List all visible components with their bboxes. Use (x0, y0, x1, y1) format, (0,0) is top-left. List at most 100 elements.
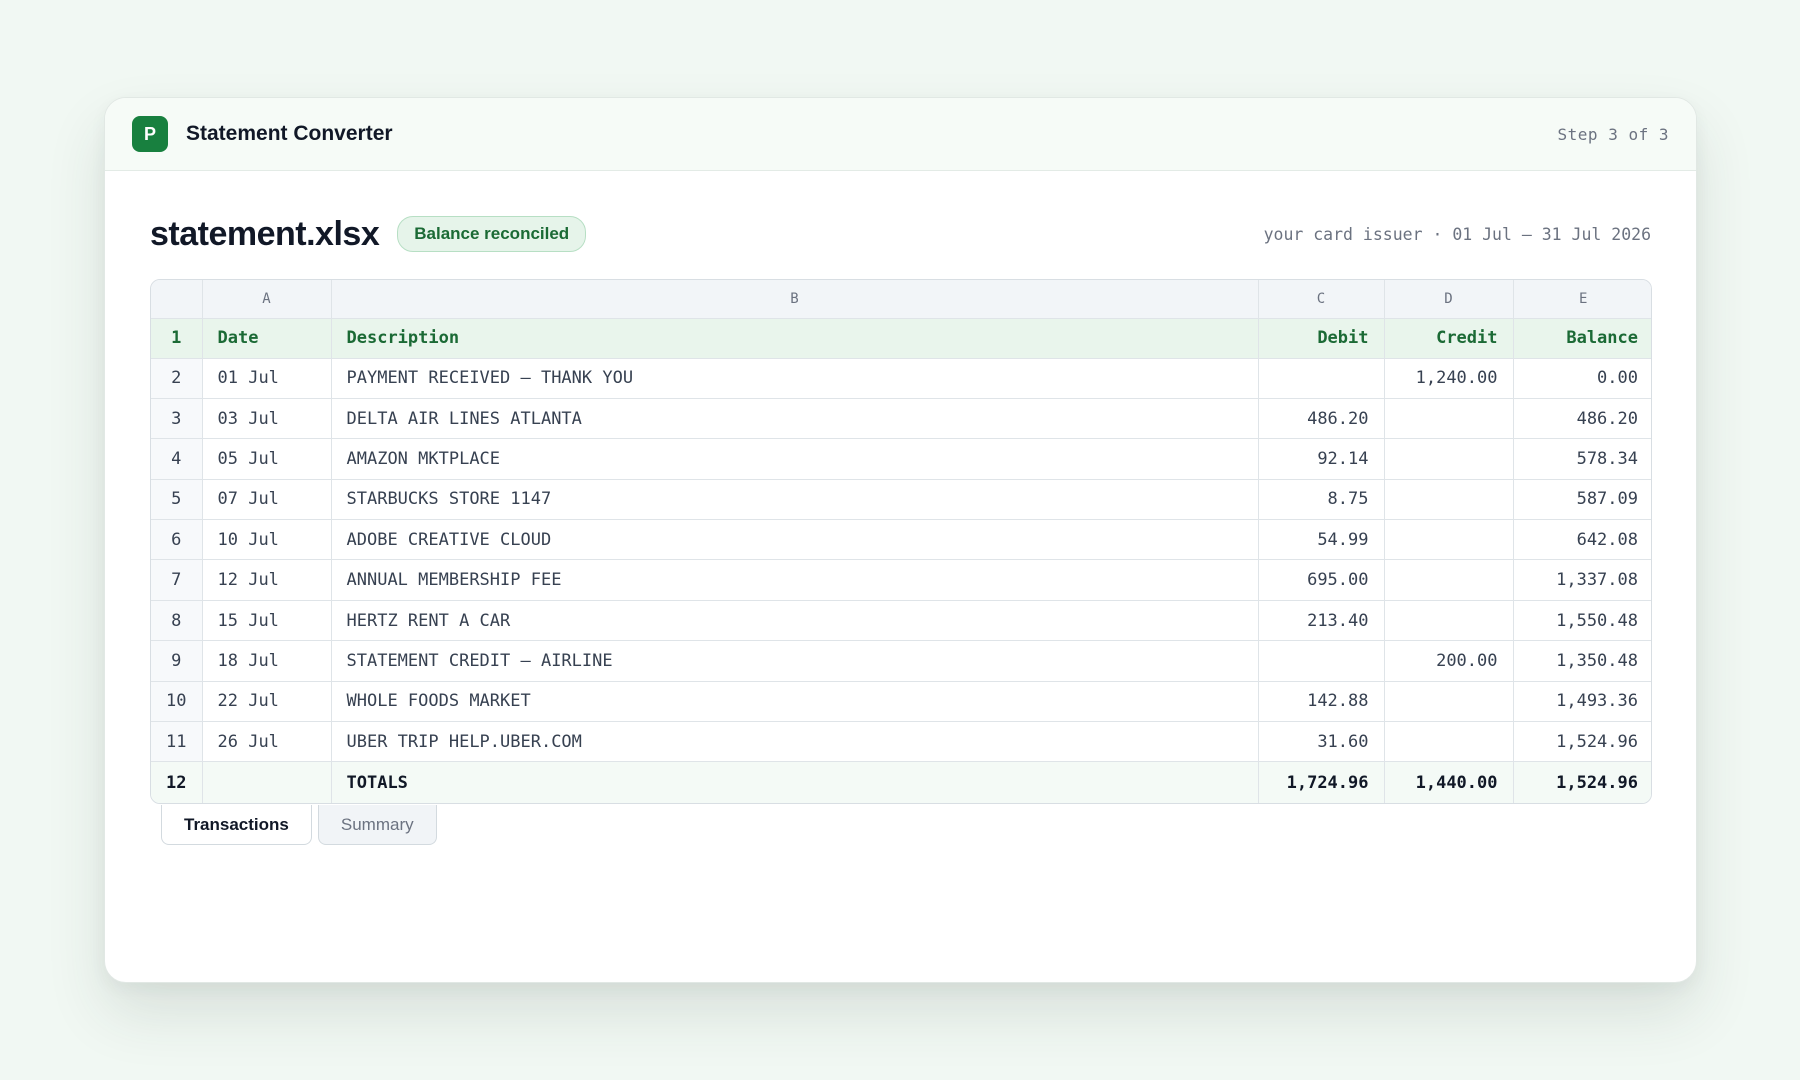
cell-debit[interactable]: 213.40 (1258, 600, 1385, 642)
cell-debit[interactable]: 8.75 (1258, 479, 1385, 521)
cell-credit[interactable] (1384, 681, 1514, 723)
cell-credit[interactable] (1384, 398, 1514, 440)
totals-cell-label[interactable]: TOTALS (331, 761, 1259, 803)
spreadsheet: A B C D E 1 Date Description Debit Credi… (150, 279, 1652, 804)
row-number[interactable]: 7 (151, 559, 203, 601)
status-badge: Balance reconciled (397, 216, 587, 252)
table-row: 10 22 Jul WHOLE FOODS MARKET 142.88 1,493.36 (151, 681, 1651, 723)
cell-balance[interactable]: 1,550.48 (1513, 600, 1651, 642)
cell-debit[interactable]: 92.14 (1258, 438, 1385, 480)
cell-balance[interactable]: 642.08 (1513, 519, 1651, 561)
cell-debit[interactable]: 142.88 (1258, 681, 1385, 723)
table-row: 3 03 Jul DELTA AIR LINES ATLANTA 486.20 486.… (151, 398, 1651, 440)
table-row: 8 15 Jul HERTZ RENT A CAR 213.40 1,550.48 (151, 600, 1651, 642)
cell-balance[interactable]: 486.20 (1513, 398, 1651, 440)
cell-description[interactable]: UBER TRIP HELP.UBER.COM (331, 721, 1259, 763)
column-letter-d[interactable]: D (1384, 280, 1514, 319)
row-number[interactable]: 9 (151, 640, 203, 682)
cell-credit[interactable] (1384, 479, 1514, 521)
cell-date[interactable]: 05 Jul (202, 438, 332, 480)
cell-credit[interactable]: 200.00 (1384, 640, 1514, 682)
cell-credit[interactable] (1384, 721, 1514, 763)
app-window: P Statement Converter Step 3 of 3 statem… (104, 97, 1697, 983)
cell-balance[interactable]: 578.34 (1513, 438, 1651, 480)
row-number[interactable]: 6 (151, 519, 203, 561)
cell-description[interactable]: STARBUCKS STORE 1147 (331, 479, 1259, 521)
cell-description[interactable]: HERTZ RENT A CAR (331, 600, 1259, 642)
cell-debit[interactable] (1258, 358, 1385, 399)
cell-description[interactable]: ADOBE CREATIVE CLOUD (331, 519, 1259, 561)
row-number[interactable]: 3 (151, 398, 203, 440)
table-row: 11 26 Jul UBER TRIP HELP.UBER.COM 31.60 1,52… (151, 721, 1651, 763)
title-bar: P Statement Converter Step 3 of 3 (105, 98, 1696, 171)
file-title: statement.xlsx (150, 214, 380, 253)
cell-date[interactable]: 22 Jul (202, 681, 332, 723)
cell-description[interactable]: DELTA AIR LINES ATLANTA (331, 398, 1259, 440)
cell-debit[interactable]: 31.60 (1258, 721, 1385, 763)
header-row: 1 Date Description Debit Credit Balance (151, 318, 1651, 359)
cell-credit[interactable] (1384, 519, 1514, 561)
cell-credit[interactable] (1384, 438, 1514, 480)
tab-transactions[interactable]: Transactions (161, 805, 312, 845)
column-letter-c[interactable]: C (1258, 280, 1385, 319)
cell-credit[interactable]: 1,240.00 (1384, 358, 1514, 399)
cell-balance[interactable]: 0.00 (1513, 358, 1651, 399)
table-row: 6 10 Jul ADOBE CREATIVE CLOUD 54.99 642.08 (151, 519, 1651, 561)
cell-date[interactable]: 12 Jul (202, 559, 332, 601)
header-cell-debit[interactable]: Debit (1258, 318, 1385, 359)
cell-balance[interactable]: 1,337.08 (1513, 559, 1651, 601)
cell-date[interactable]: 07 Jul (202, 479, 332, 521)
cell-description[interactable]: PAYMENT RECEIVED — THANK YOU (331, 358, 1259, 399)
totals-cell-debit[interactable]: 1,724.96 (1258, 761, 1385, 803)
row-number[interactable]: 10 (151, 681, 203, 723)
corner-cell[interactable] (151, 280, 203, 319)
statement-meta: your card issuer · 01 Jul – 31 Jul 2026 (1263, 224, 1651, 244)
table-row: 2 01 Jul PAYMENT RECEIVED — THANK YOU 1,240… (151, 358, 1651, 399)
row-number[interactable]: 8 (151, 600, 203, 642)
cell-debit[interactable]: 695.00 (1258, 559, 1385, 601)
cell-balance[interactable]: 1,493.36 (1513, 681, 1651, 723)
row-number[interactable]: 11 (151, 721, 203, 763)
cell-balance[interactable]: 1,524.96 (1513, 721, 1651, 763)
column-letter-a[interactable]: A (202, 280, 332, 319)
totals-cell-date[interactable] (202, 761, 332, 803)
header-cell-credit[interactable]: Credit (1384, 318, 1514, 359)
cell-balance[interactable]: 587.09 (1513, 479, 1651, 521)
totals-cell-credit[interactable]: 1,440.00 (1384, 761, 1514, 803)
cell-credit[interactable] (1384, 600, 1514, 642)
cell-date[interactable]: 10 Jul (202, 519, 332, 561)
sheet-tabs: Transactions Summary (161, 805, 437, 845)
column-letters-row: A B C D E (151, 280, 1651, 319)
cell-date[interactable]: 18 Jul (202, 640, 332, 682)
cell-description[interactable]: STATEMENT CREDIT — AIRLINE (331, 640, 1259, 682)
spreadsheet-grid: A B C D E 1 Date Description Debit Credi… (151, 280, 1651, 803)
cell-debit[interactable]: 54.99 (1258, 519, 1385, 561)
app-title: Statement Converter (186, 122, 393, 145)
cell-description[interactable]: AMAZON MKTPLACE (331, 438, 1259, 480)
row-number[interactable]: 12 (151, 761, 203, 803)
app-logo: P (132, 116, 168, 152)
column-letter-e[interactable]: E (1513, 280, 1651, 319)
cell-date[interactable]: 26 Jul (202, 721, 332, 763)
cell-description[interactable]: ANNUAL MEMBERSHIP FEE (331, 559, 1259, 601)
cell-credit[interactable] (1384, 559, 1514, 601)
header-cell-balance[interactable]: Balance (1513, 318, 1651, 359)
totals-cell-balance[interactable]: 1,524.96 (1513, 761, 1651, 803)
cell-date[interactable]: 03 Jul (202, 398, 332, 440)
cell-balance[interactable]: 1,350.48 (1513, 640, 1651, 682)
header-cell-description[interactable]: Description (331, 318, 1259, 359)
header-cell-date[interactable]: Date (202, 318, 332, 359)
tab-summary[interactable]: Summary (317, 805, 437, 845)
row-number[interactable]: 4 (151, 438, 203, 480)
step-indicator: Step 3 of 3 (1557, 124, 1669, 144)
column-letter-b[interactable]: B (331, 280, 1259, 319)
cell-date[interactable]: 15 Jul (202, 600, 332, 642)
row-number[interactable]: 5 (151, 479, 203, 521)
row-number[interactable]: 1 (151, 318, 203, 359)
table-row: 9 18 Jul STATEMENT CREDIT — AIRLINE 200.00 1… (151, 640, 1651, 682)
cell-date[interactable]: 01 Jul (202, 358, 332, 399)
row-number[interactable]: 2 (151, 358, 203, 399)
cell-debit[interactable] (1258, 640, 1385, 682)
cell-debit[interactable]: 486.20 (1258, 398, 1385, 440)
cell-description[interactable]: WHOLE FOODS MARKET (331, 681, 1259, 723)
